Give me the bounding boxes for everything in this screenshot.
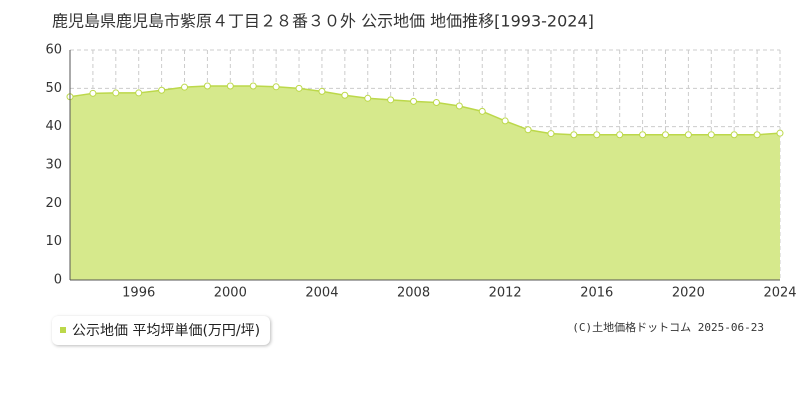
point <box>181 83 189 91</box>
x-tick-label: 2012 <box>489 286 522 301</box>
point <box>226 82 234 90</box>
area <box>70 86 780 281</box>
point <box>318 87 326 95</box>
x-tick-label: 2020 <box>672 286 705 301</box>
point <box>776 129 784 137</box>
point <box>135 89 143 97</box>
point <box>593 131 601 139</box>
point <box>364 94 372 102</box>
point <box>272 83 280 91</box>
y-tick-label: 50 <box>45 81 62 96</box>
point <box>432 99 440 107</box>
y-tick-label: 30 <box>45 158 62 173</box>
y-tick-label: 20 <box>45 196 62 211</box>
point <box>639 131 647 139</box>
legend-label: 公示地価 平均坪単価(万円/坪) <box>72 323 261 339</box>
point <box>203 82 211 90</box>
point <box>547 130 555 138</box>
x-tick-label: 2008 <box>397 286 430 301</box>
x-tick-label: 2024 <box>763 286 796 301</box>
y-tick-label: 60 <box>45 43 62 58</box>
point <box>387 96 395 104</box>
point <box>661 131 669 139</box>
x-tick-label: 2000 <box>214 286 247 301</box>
chart: 鹿児島県鹿児島市紫原４丁目２８番３０外 公示地価 地価推移[1993-2024]… <box>45 12 796 301</box>
point <box>707 131 715 139</box>
point <box>295 84 303 92</box>
line <box>69 85 781 136</box>
source: (C)土地価格ドットコム 2025-06-23 <box>572 321 764 334</box>
legend: 公示地価 平均坪単価(万円/坪) <box>52 316 271 345</box>
point <box>524 126 532 134</box>
point <box>112 89 120 97</box>
point <box>341 91 349 99</box>
x-tick-label: 1996 <box>122 286 155 301</box>
point <box>684 131 692 139</box>
point <box>616 131 624 139</box>
point <box>478 107 486 115</box>
y-tick-label: 40 <box>45 119 62 134</box>
point <box>410 97 418 105</box>
y-tick-label: 0 <box>54 273 62 288</box>
point <box>501 117 509 125</box>
legend-swatch <box>60 327 66 333</box>
x-tick-label: 2016 <box>580 286 613 301</box>
point <box>753 131 761 139</box>
point <box>249 82 257 90</box>
point <box>730 131 738 139</box>
y-tick-label: 10 <box>45 234 62 249</box>
point <box>89 89 97 97</box>
point <box>455 102 463 110</box>
point <box>570 131 578 139</box>
x-tick-label: 2004 <box>305 286 338 301</box>
chart-title: 鹿児島県鹿児島市紫原４丁目２８番３０外 公示地価 地価推移[1993-2024] <box>52 12 594 31</box>
point <box>158 86 166 94</box>
